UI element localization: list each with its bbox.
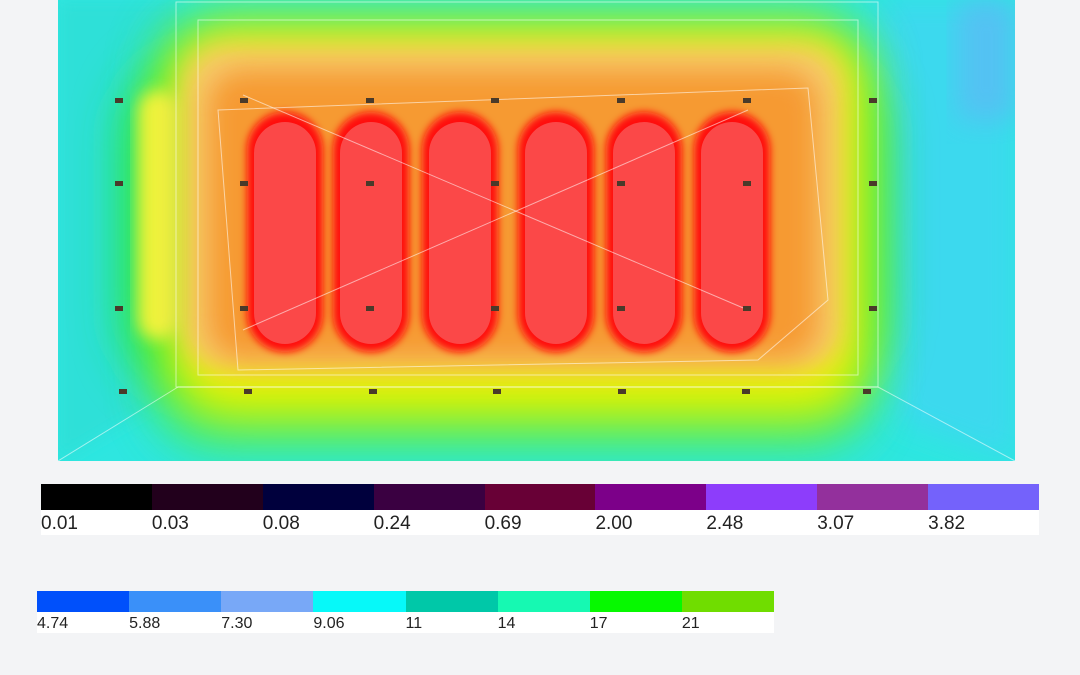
legend-swatch [817,484,929,510]
legend-swatch [928,484,1040,510]
legend-scale-high: 4.74 5.88 7.30 9.06 11 14 17 21 [37,591,774,633]
legend-swatch [313,591,406,612]
legend-value-label: 21 [681,615,700,632]
legend-value-label: 3.07 [817,513,855,534]
legend-swatch [37,591,130,612]
legend-value-label: 0.08 [262,513,300,534]
legend-swatch [589,591,682,612]
legend-value-label: 2.00 [595,513,633,534]
legend-swatch [497,591,590,612]
legend-swatch [706,484,818,510]
legend-value-label: 0.69 [484,513,522,534]
legend-swatch [484,484,596,510]
legend-value-label: 7.30 [221,615,253,632]
legend-value-label: 0.03 [151,513,189,534]
legend-swatch [221,591,314,612]
legend-swatches [41,484,1040,510]
legend-value-label: 3.82 [928,513,966,534]
legend-swatch [151,484,263,510]
legend-value-label: 9.06 [313,615,345,632]
legend-labels: 4.74 5.88 7.30 9.06 11 14 17 21 [37,612,774,633]
legend-swatch [681,591,774,612]
legend-swatch [373,484,485,510]
legend-value-label: 14 [497,615,516,632]
legend-swatch [405,591,498,612]
legend-swatch [262,484,374,510]
legend-value-label: 5.88 [129,615,161,632]
legend-scale-low: 0.01 0.03 0.08 0.24 0.69 2.00 2.48 3.07 3.82 [41,484,1040,535]
legend-swatches [37,591,774,612]
legend-labels: 0.01 0.03 0.08 0.24 0.69 2.00 2.48 3.07 3.82 [41,510,1039,535]
illuminance-false-color-render [58,0,1015,461]
legend-swatch [129,591,222,612]
legend-value-label: 11 [405,615,423,632]
legend-value-label: 0.24 [373,513,411,534]
legend-value-label: 17 [589,615,608,632]
legend-value-label: 0.01 [41,513,78,534]
legend-value-label: 2.48 [706,513,744,534]
legend-value-label: 4.74 [37,615,69,632]
legend-swatch [595,484,707,510]
legend-swatch [41,484,152,510]
